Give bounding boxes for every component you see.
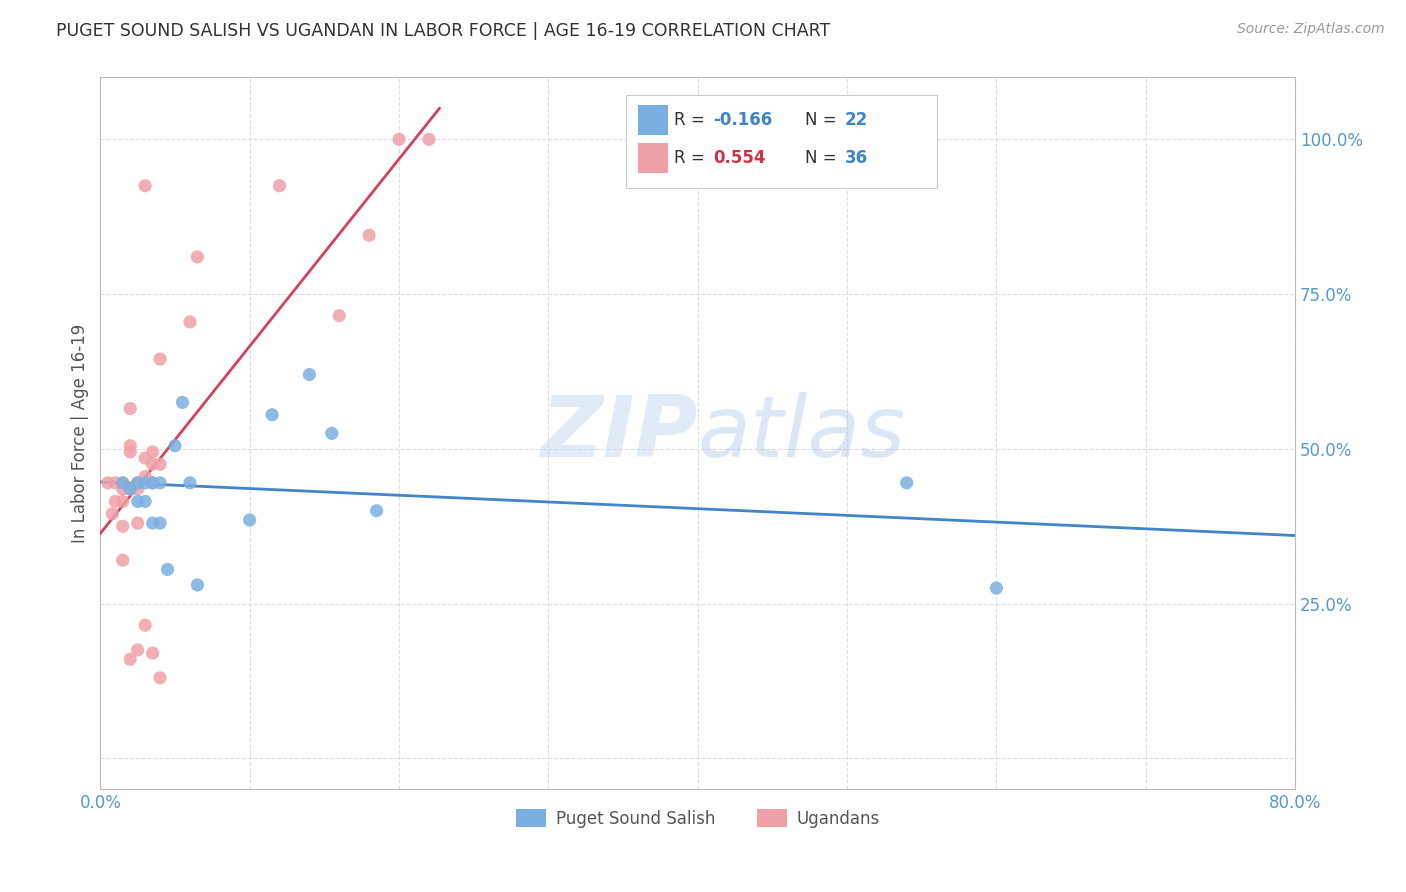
Point	[120, 482, 142, 496]
Point	[186, 578, 208, 592]
Point	[120, 401, 142, 416]
Point	[156, 562, 179, 576]
Point	[134, 178, 156, 193]
Legend: Puget Sound Salish, Ugandans: Puget Sound Salish, Ugandans	[509, 803, 887, 834]
Point	[149, 671, 172, 685]
Point	[163, 439, 186, 453]
Y-axis label: In Labor Force | Age 16-19: In Labor Force | Age 16-19	[72, 324, 89, 543]
Point	[328, 309, 350, 323]
Point	[111, 553, 134, 567]
Point	[179, 475, 201, 490]
Point	[366, 504, 388, 518]
Text: PUGET SOUND SALISH VS UGANDAN IN LABOR FORCE | AGE 16-19 CORRELATION CHART: PUGET SOUND SALISH VS UGANDAN IN LABOR F…	[56, 22, 831, 40]
Point	[149, 457, 172, 471]
Point	[321, 426, 343, 441]
Point	[127, 494, 149, 508]
Point	[179, 315, 201, 329]
Point	[172, 395, 194, 409]
Point	[134, 469, 156, 483]
Point	[127, 482, 149, 496]
Point	[896, 475, 918, 490]
Point	[120, 445, 142, 459]
Text: R =: R =	[673, 149, 710, 167]
Bar	[638, 105, 668, 135]
Point	[120, 652, 142, 666]
Point	[142, 646, 165, 660]
Text: R =: R =	[673, 112, 710, 129]
Point	[142, 457, 165, 471]
Point	[262, 408, 284, 422]
Point	[134, 618, 156, 632]
Point	[388, 132, 411, 146]
Point	[127, 475, 149, 490]
Point	[127, 643, 149, 657]
Point	[111, 475, 134, 490]
Point	[142, 475, 165, 490]
Point	[418, 132, 440, 146]
Text: N =: N =	[806, 149, 842, 167]
Text: -0.166: -0.166	[713, 112, 772, 129]
Point	[239, 513, 262, 527]
Point	[149, 352, 172, 367]
Point	[111, 475, 134, 490]
Text: atlas: atlas	[697, 392, 905, 475]
Point	[120, 439, 142, 453]
Text: 36: 36	[845, 149, 868, 167]
Point	[134, 451, 156, 466]
Point	[142, 516, 165, 530]
Point	[269, 178, 291, 193]
Text: ZIP: ZIP	[540, 392, 697, 475]
Point	[298, 368, 321, 382]
Point	[104, 475, 127, 490]
Bar	[638, 143, 668, 173]
Text: N =: N =	[806, 112, 842, 129]
Point	[986, 581, 1008, 595]
Point	[149, 475, 172, 490]
Point	[111, 482, 134, 496]
Point	[134, 475, 156, 490]
Text: 0.554: 0.554	[713, 149, 766, 167]
Point	[359, 228, 381, 243]
Point	[127, 516, 149, 530]
Point	[186, 250, 208, 264]
Point	[111, 519, 134, 533]
Point	[97, 475, 120, 490]
Text: Source: ZipAtlas.com: Source: ZipAtlas.com	[1237, 22, 1385, 37]
Point	[142, 445, 165, 459]
Text: 22: 22	[845, 112, 868, 129]
Point	[127, 475, 149, 490]
FancyBboxPatch shape	[626, 95, 936, 187]
Point	[101, 507, 124, 521]
Point	[134, 494, 156, 508]
Point	[149, 516, 172, 530]
Point	[120, 482, 142, 496]
Point	[104, 494, 127, 508]
Point	[111, 494, 134, 508]
Point	[142, 475, 165, 490]
